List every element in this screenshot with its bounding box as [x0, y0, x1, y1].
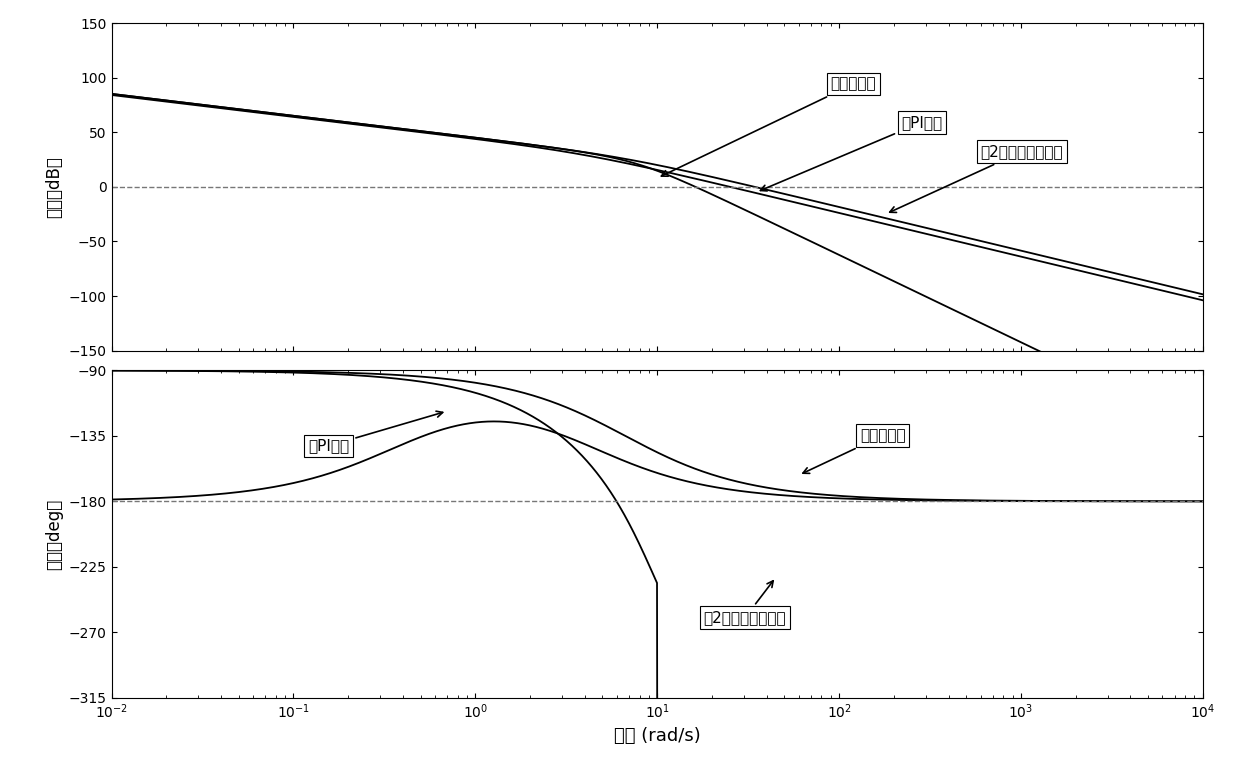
- Text: 加PI控制: 加PI控制: [760, 115, 942, 191]
- Text: 加2阶低通滤波控制: 加2阶低通滤波控制: [703, 581, 786, 625]
- Text: 加2阶低通滤波控制: 加2阶低通滤波控制: [890, 144, 1063, 212]
- Text: 未加控制器: 未加控制器: [661, 77, 877, 176]
- Text: 未加控制器: 未加控制器: [804, 428, 905, 473]
- Y-axis label: 幅値（dB）: 幅値（dB）: [45, 156, 63, 218]
- X-axis label: 频率 (rad/s): 频率 (rad/s): [614, 727, 701, 745]
- Y-axis label: 相位（deg）: 相位（deg）: [45, 499, 63, 570]
- Text: 加PI控制: 加PI控制: [308, 411, 443, 453]
